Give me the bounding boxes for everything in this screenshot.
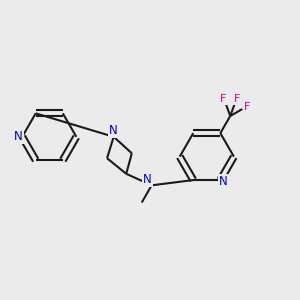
Text: N: N <box>109 124 118 137</box>
Text: F: F <box>220 94 227 104</box>
Text: F: F <box>234 94 240 104</box>
Text: N: N <box>14 130 22 143</box>
Text: N: N <box>143 173 152 186</box>
Text: N: N <box>219 175 227 188</box>
Text: F: F <box>244 102 250 112</box>
